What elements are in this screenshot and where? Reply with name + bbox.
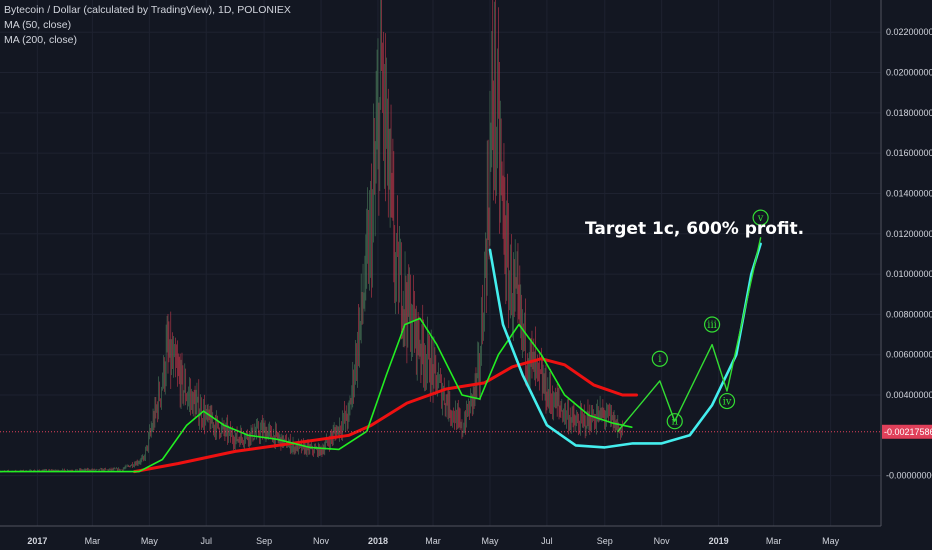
x-tick-label: 2019 [709, 536, 729, 546]
y-tick-label: 0.00800000 [886, 309, 932, 319]
ma50-line [0, 317, 633, 473]
x-tick-label: Jul [200, 536, 212, 546]
wave-label: v [757, 213, 764, 224]
wave-circle [703, 316, 721, 333]
wave-circle [752, 209, 769, 226]
legend-ma50: MA (50, close) [4, 19, 72, 31]
projection-green-line [617, 237, 762, 432]
y-tick-label: 0.02200000 [886, 27, 932, 37]
y-tick-label: 0.01400000 [886, 188, 932, 198]
x-tick-label: Sep [597, 536, 613, 546]
x-tick-label: May [481, 536, 499, 546]
y-tick-label: 0.01800000 [886, 108, 932, 118]
wave-label: ii [672, 417, 678, 428]
x-tick-label: Nov [313, 536, 330, 546]
legend-symbol: Bytecoin / Dollar (calculated by Trading… [4, 4, 291, 16]
price-candles [0, 0, 623, 473]
wave-label: i [658, 354, 661, 365]
y-tick-label: -0.00000000 [886, 471, 932, 481]
y-tick-label: 0.02000000 [886, 68, 932, 78]
x-tick-label: Jul [541, 536, 553, 546]
wave-label: iv [723, 397, 732, 408]
chart-legend: Bytecoin / Dollar (calculated by Trading… [4, 3, 291, 48]
projection-cyan-line [488, 242, 762, 449]
y-tick-label: 0.01000000 [886, 269, 932, 279]
y-tick-label: 0.00400000 [886, 390, 932, 400]
wave-circle [651, 350, 668, 367]
y-tick-label: 0.01600000 [886, 148, 932, 158]
x-tick-label: May [141, 536, 159, 546]
x-tick-label: 2017 [27, 536, 47, 546]
x-tick-label: Nov [654, 536, 671, 546]
wave-circle [666, 413, 683, 430]
x-tick-label: Mar [85, 536, 101, 546]
x-tick-label: Mar [425, 536, 441, 546]
legend-ma200: MA (200, close) [4, 34, 77, 46]
x-tick-label: May [822, 536, 840, 546]
current-price-tag [882, 424, 932, 439]
current-price-label: -0.00217586 [884, 427, 932, 437]
ma200-line [132, 357, 638, 474]
target-annotation: Target 1c, 600% profit. [585, 219, 804, 239]
x-tick-label: Sep [256, 536, 272, 546]
x-tick-label: 2018 [368, 536, 388, 546]
wave-circle [718, 392, 736, 410]
y-tick-label: 0.00600000 [886, 350, 932, 360]
indicator-lines [0, 317, 881, 474]
projection-lines [488, 237, 762, 449]
wave-label: iii [707, 320, 717, 331]
y-tick-label: 0.01200000 [886, 229, 932, 239]
x-tick-label: Mar [766, 536, 782, 546]
